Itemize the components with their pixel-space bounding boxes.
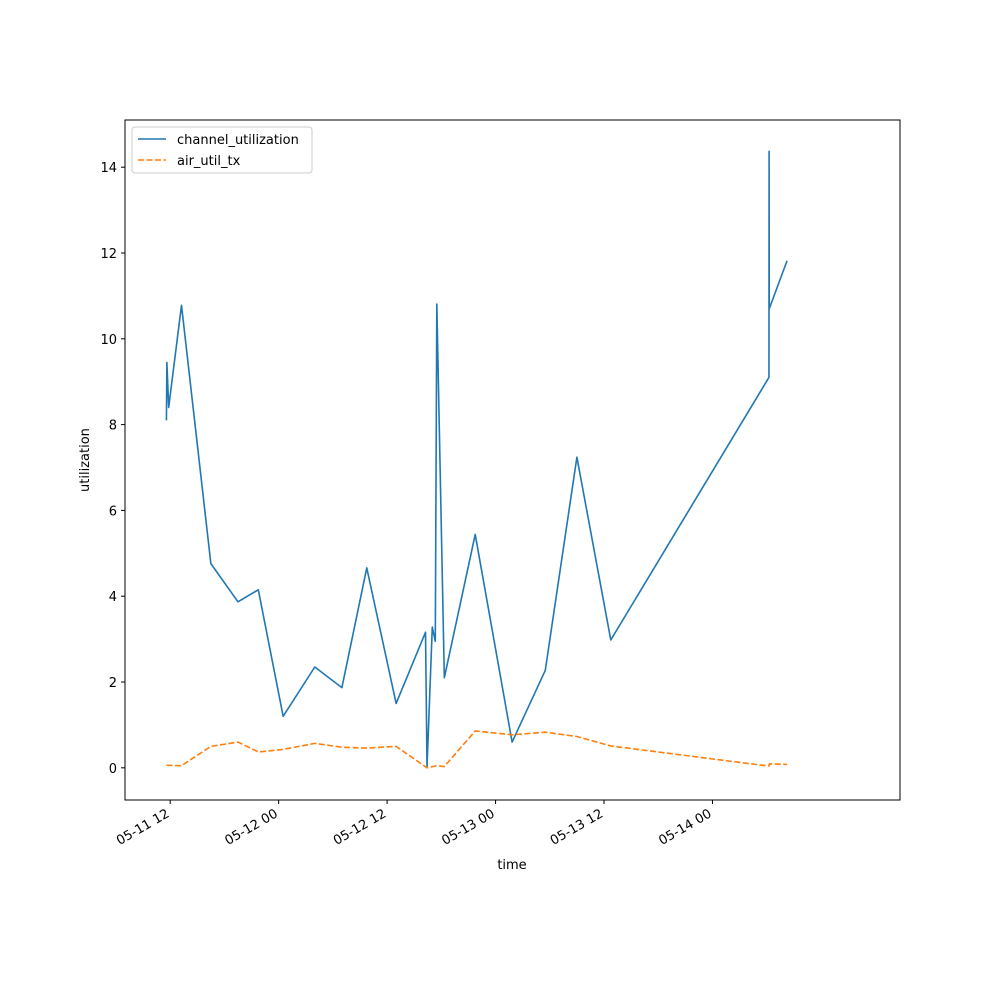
legend-box bbox=[131, 126, 313, 174]
y-tick-label: 0 bbox=[109, 762, 117, 777]
x-axis-label: time bbox=[497, 858, 526, 873]
legend-label-air-util-tx: air_util_tx bbox=[177, 154, 241, 169]
y-tick-label: 8 bbox=[109, 419, 117, 434]
y-tick-label: 14 bbox=[100, 161, 117, 176]
y-tick-label: 2 bbox=[109, 676, 117, 691]
y-tick-label: 10 bbox=[100, 333, 117, 348]
y-axis: 0 2 4 6 8 10 12 14 bbox=[100, 161, 125, 777]
plot-frame bbox=[124, 119, 901, 801]
y-tick-label: 12 bbox=[100, 247, 117, 262]
series-layer bbox=[165, 150, 788, 769]
y-axis-label: utilization bbox=[78, 428, 93, 492]
series-air-util-tx bbox=[166, 730, 788, 769]
series-line-air-util-tx bbox=[166, 730, 788, 769]
y-tick-label: 6 bbox=[109, 504, 117, 519]
legend: channel_utilization air_util_tx bbox=[131, 126, 313, 174]
legend-label-channel-utilization: channel_utilization bbox=[177, 133, 299, 148]
y-tick-label: 4 bbox=[109, 590, 117, 605]
